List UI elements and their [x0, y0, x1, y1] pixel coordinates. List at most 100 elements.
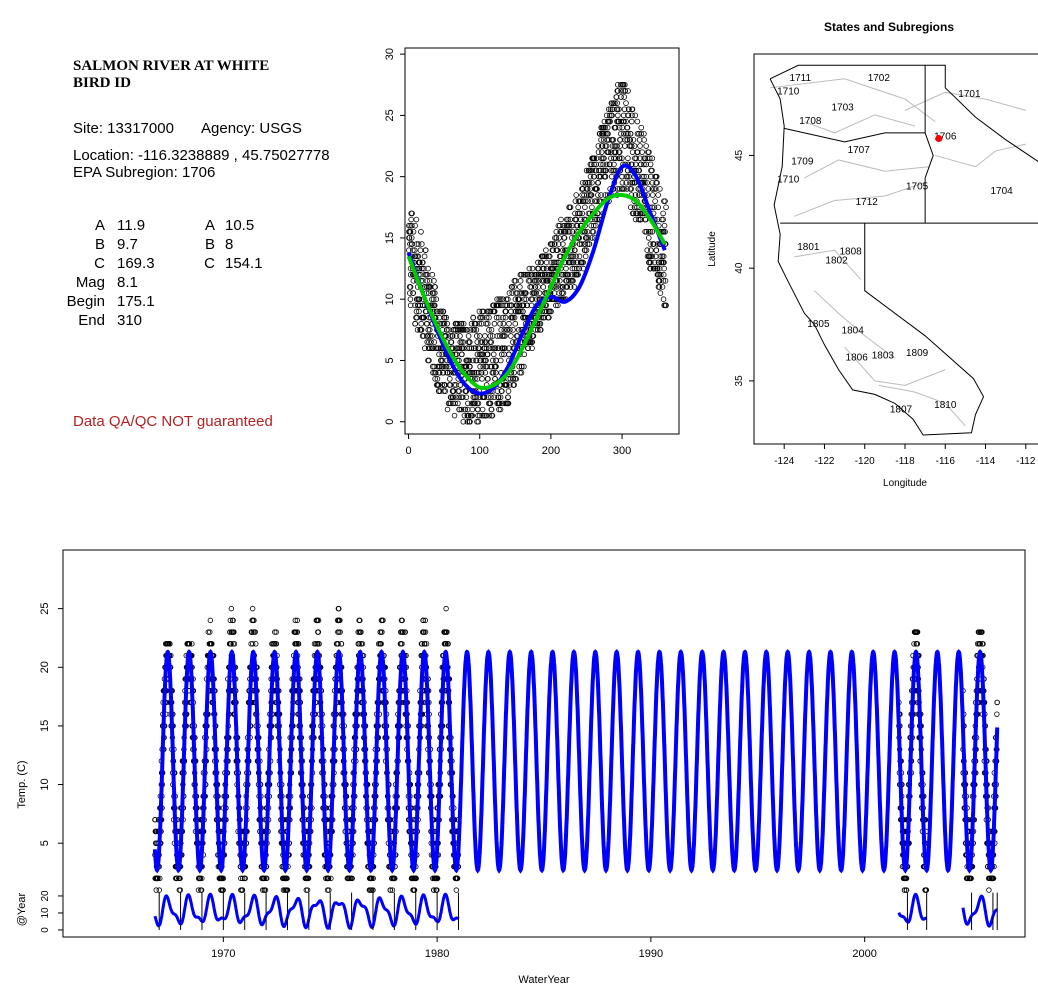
data-point [649, 253, 655, 260]
data-point [611, 155, 617, 162]
data-point [591, 173, 597, 180]
data-point [582, 247, 588, 253]
annual-curve [371, 896, 396, 928]
data-point [636, 167, 643, 174]
data-point [618, 94, 624, 100]
data-point [535, 284, 541, 290]
x-tick-label: -122 [814, 456, 834, 467]
data-point [563, 284, 570, 290]
data-point [582, 179, 589, 186]
data-point [645, 186, 652, 192]
data-point [475, 412, 481, 419]
data-point [489, 345, 496, 352]
data-point [595, 149, 602, 155]
data-point [338, 641, 345, 647]
data-point [407, 290, 413, 296]
data-point [582, 198, 589, 204]
data-point [335, 641, 341, 647]
data-point [656, 278, 663, 284]
data-point [560, 284, 566, 290]
data-point [436, 351, 442, 358]
data-point [463, 394, 470, 401]
data-point [453, 333, 460, 339]
data-point [231, 641, 238, 647]
y-tick-label: 5 [384, 357, 396, 363]
data-point [652, 186, 659, 192]
data-point [467, 418, 473, 425]
data-point [464, 418, 471, 425]
region-label: 1801 [797, 242, 820, 253]
data-point [613, 155, 619, 162]
data-point [456, 345, 463, 352]
qa-warning: Data QA/QC NOT guaranteed [73, 413, 273, 430]
data-point [304, 887, 311, 893]
data-point [553, 259, 560, 266]
data-point [410, 290, 417, 296]
data-point [498, 327, 505, 333]
agency: Agency: USGS [201, 120, 302, 137]
data-point [639, 149, 645, 155]
data-point [605, 149, 611, 155]
data-point [559, 229, 565, 235]
data-point [614, 100, 620, 106]
data-point [652, 198, 658, 204]
data-point [518, 369, 525, 376]
data-point [582, 253, 589, 260]
data-point [553, 235, 560, 241]
region-label: 1807 [890, 404, 913, 415]
data-point [512, 296, 519, 303]
coef-value: 9.7 [117, 236, 138, 253]
lower-y-tick-label: 10 [40, 907, 51, 919]
data-point [521, 351, 528, 358]
data-point [531, 271, 538, 278]
subregion-boundary [814, 290, 896, 359]
data-point [261, 875, 268, 882]
data-point [477, 351, 483, 358]
coefficients-left: A 11.9 B 9.7 C 169.3 Mag 8.1 Begin 175.1 End 3… [60, 216, 155, 330]
data-point [562, 229, 569, 235]
data-point [415, 253, 422, 260]
data-point [501, 327, 508, 333]
data-point [357, 617, 363, 624]
data-point [613, 94, 620, 100]
data-point [426, 327, 433, 333]
data-point [623, 118, 629, 125]
data-point [649, 167, 655, 174]
data-point [623, 100, 629, 106]
data-point [529, 345, 535, 352]
data-point [542, 271, 549, 278]
data-point [567, 284, 574, 290]
coef-label: A [94, 217, 105, 234]
data-point [554, 247, 561, 253]
data-point [487, 333, 494, 339]
data-point [494, 333, 501, 339]
data-point [414, 327, 421, 333]
region-label: 1710 [777, 174, 800, 185]
data-point [349, 875, 355, 882]
map-title: States and Subregions [824, 20, 954, 34]
data-point [605, 106, 612, 113]
data-point [533, 290, 539, 296]
coef-label: C [94, 255, 105, 272]
data-point [411, 247, 418, 253]
data-point [483, 412, 490, 419]
data-point [517, 284, 523, 290]
data-point [536, 290, 543, 296]
data-point [447, 333, 453, 339]
data-point [259, 887, 266, 893]
lower-y-axis-label: @Year [16, 893, 28, 927]
data-point [625, 155, 631, 162]
data-point [657, 290, 664, 296]
data-point [595, 192, 601, 198]
data-point [420, 259, 426, 266]
data-point [455, 320, 461, 327]
region-label: 1805 [807, 319, 830, 330]
data-point [483, 357, 489, 364]
annual-curve [264, 894, 289, 928]
data-point [598, 192, 604, 198]
x-tick-label: 200 [542, 445, 560, 457]
data-point [548, 271, 555, 278]
data-point [632, 112, 639, 119]
data-point [426, 284, 432, 290]
